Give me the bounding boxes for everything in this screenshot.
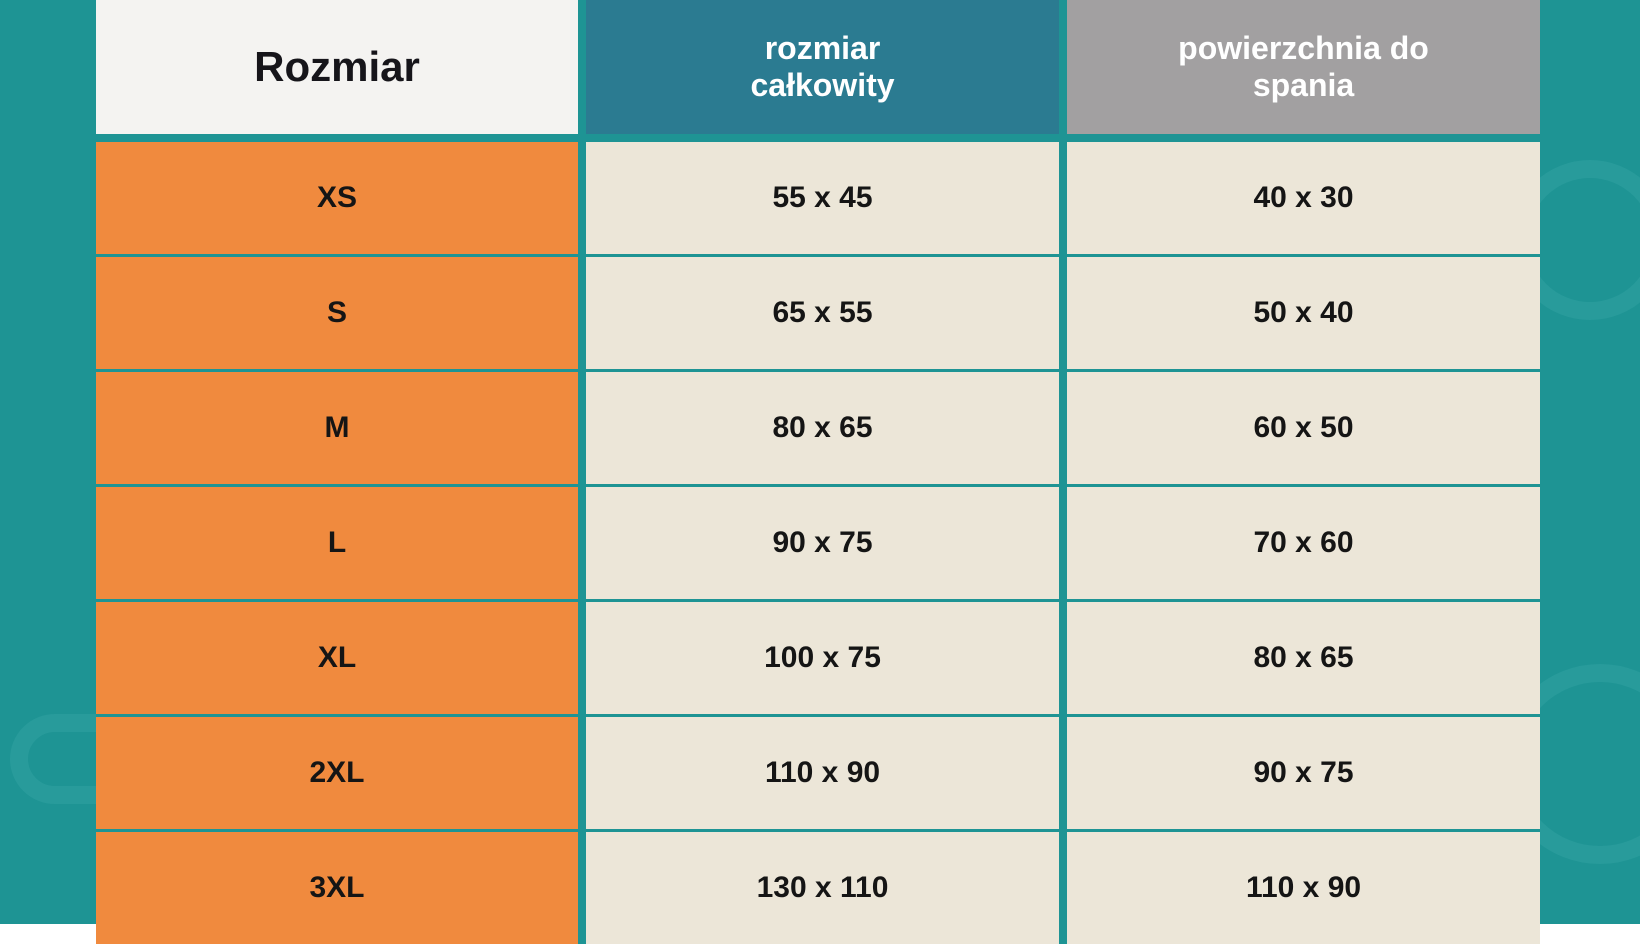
sleep-cell: 50 x 40 bbox=[1059, 257, 1540, 369]
table-row: L 90 x 75 70 x 60 bbox=[96, 484, 1540, 599]
size-cell: XL bbox=[96, 602, 578, 714]
table-row: S 65 x 55 50 x 40 bbox=[96, 254, 1540, 369]
size-cell: L bbox=[96, 487, 578, 599]
size-cell: 2XL bbox=[96, 717, 578, 829]
total-cell: 130 x 110 bbox=[578, 832, 1059, 944]
sleep-cell: 90 x 75 bbox=[1059, 717, 1540, 829]
header-total-size: rozmiarcałkowity bbox=[578, 0, 1059, 134]
table-header-row: Rozmiar rozmiarcałkowity powierzchnia do… bbox=[96, 0, 1540, 134]
total-cell: 100 x 75 bbox=[578, 602, 1059, 714]
total-cell: 90 x 75 bbox=[578, 487, 1059, 599]
sleep-cell: 110 x 90 bbox=[1059, 832, 1540, 944]
total-cell: 80 x 65 bbox=[578, 372, 1059, 484]
size-cell: 3XL bbox=[96, 832, 578, 944]
sleep-cell: 80 x 65 bbox=[1059, 602, 1540, 714]
total-cell: 65 x 55 bbox=[578, 257, 1059, 369]
sleep-cell: 70 x 60 bbox=[1059, 487, 1540, 599]
sleep-cell: 60 x 50 bbox=[1059, 372, 1540, 484]
table-row: XL 100 x 75 80 x 65 bbox=[96, 599, 1540, 714]
table-row: XS 55 x 45 40 x 30 bbox=[96, 134, 1540, 254]
table-row: 2XL 110 x 90 90 x 75 bbox=[96, 714, 1540, 829]
size-cell: S bbox=[96, 257, 578, 369]
header-size: Rozmiar bbox=[96, 0, 578, 134]
total-cell: 55 x 45 bbox=[578, 142, 1059, 254]
size-table: Rozmiar rozmiarcałkowity powierzchnia do… bbox=[96, 0, 1540, 944]
size-cell: XS bbox=[96, 142, 578, 254]
table-row: M 80 x 65 60 x 50 bbox=[96, 369, 1540, 484]
sleep-cell: 40 x 30 bbox=[1059, 142, 1540, 254]
total-cell: 110 x 90 bbox=[578, 717, 1059, 829]
table-row: 3XL 130 x 110 110 x 90 bbox=[96, 829, 1540, 944]
size-cell: M bbox=[96, 372, 578, 484]
header-sleep-area: powierzchnia dospania bbox=[1059, 0, 1540, 134]
